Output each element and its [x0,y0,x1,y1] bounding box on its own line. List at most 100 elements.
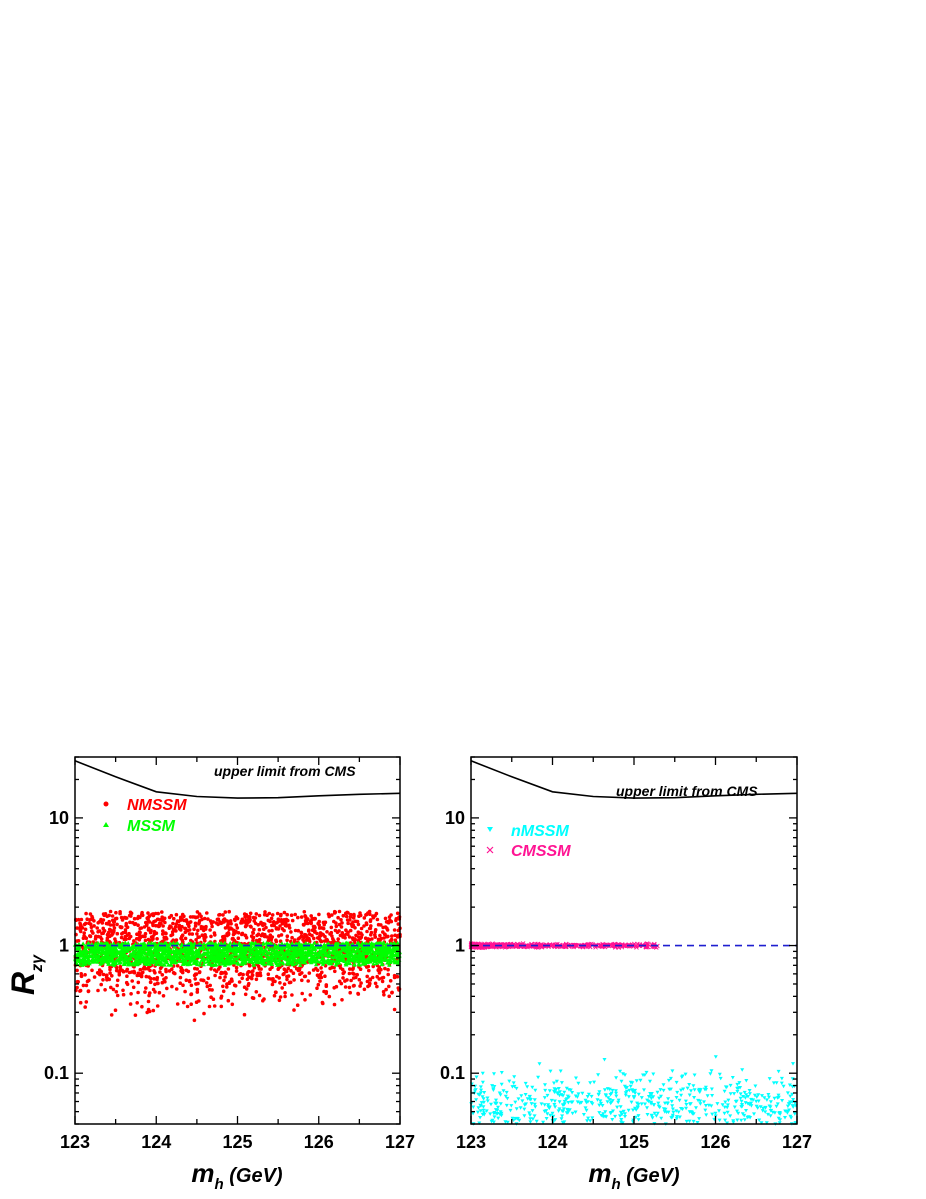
point-mssm [182,946,188,950]
point-nmssm [394,917,399,921]
point-nmssm [772,1096,777,1101]
point-nmssm [520,1099,525,1103]
left-cms-annotation: upper limit from CMS [214,763,356,779]
point-nmssm [609,1091,614,1096]
point-nmssm [115,978,120,983]
point-nmssm [278,924,282,928]
point-nmssm [233,918,237,923]
point-nmssm [742,1113,747,1118]
point-nmssm [212,1004,217,1008]
point-nmssm [109,985,113,990]
point-mssm [191,957,196,962]
point-nmssm [110,974,114,978]
point-nmssm [252,927,256,932]
point-nmssm [778,1118,783,1122]
point-nmssm [539,1102,544,1106]
point-nmssm [738,1092,743,1096]
point-nmssm [180,968,185,973]
point-nmssm [616,1100,621,1105]
point-nmssm [186,969,191,974]
point-nmssm [250,973,255,978]
point-mssm [372,953,378,957]
point-nmssm [83,927,88,932]
point-nmssm [680,1074,685,1078]
point-nmssm [245,923,249,927]
point-nmssm [479,1088,484,1093]
point-nmssm [118,910,122,914]
point-nmssm [695,1121,700,1125]
point-nmssm [566,1101,571,1105]
point-nmssm [235,926,240,930]
point-nmssm [269,916,274,921]
point-nmssm [364,922,369,927]
point-nmssm [171,921,175,926]
point-nmssm [649,1102,654,1106]
point-nmssm [471,1105,476,1109]
point-mssm [127,955,132,960]
point-mssm [207,958,212,963]
point-nmssm [766,1093,771,1097]
point-nmssm [96,988,100,993]
point-mssm [253,958,258,963]
point-nmssm [348,915,353,919]
point-nmssm [227,927,231,932]
point-nmssm [170,932,175,937]
point-nmssm [494,1098,498,1103]
point-mssm [351,958,357,963]
point-mssm [392,946,397,951]
point-nmssm [776,1095,781,1100]
point-mssm [286,943,291,947]
point-nmssm [299,915,304,919]
point-nmssm [710,1094,715,1098]
point-nmssm [195,987,200,992]
point-nmssm [219,1004,224,1009]
point-nmssm [170,967,174,971]
point-nmssm [626,1095,631,1099]
point-nmssm [79,974,84,979]
point-nmssm [396,922,401,926]
point-nmssm [586,1092,591,1097]
point-nmssm [691,1084,696,1088]
point-nmssm [363,936,368,940]
point-nmssm [534,1119,539,1124]
point-nmssm [665,1101,670,1105]
point-nmssm [303,998,307,1002]
y-tick-label: 1 [59,936,69,956]
point-nmssm [265,935,270,939]
point-nmssm [143,990,147,994]
point-nmssm [562,1099,567,1104]
point-mssm [133,941,138,946]
point-nmssm [643,1102,647,1106]
point-nmssm [614,1076,619,1080]
point-nmssm [373,930,378,934]
point-nmssm [654,1114,659,1118]
point-nmssm [383,916,388,921]
point-nmssm [305,935,309,939]
point-mssm [331,951,337,956]
point-nmssm [512,1084,517,1089]
point-nmssm [174,938,179,942]
point-nmssm [145,1010,149,1015]
point-mssm [268,959,274,964]
point-nmssm [211,997,216,1001]
point-nmssm [378,933,382,938]
point-nmssm [630,1081,635,1085]
point-nmssm [548,1113,553,1118]
point-mssm [247,952,253,956]
point-nmssm [254,912,259,916]
point-nmssm [634,1079,639,1083]
point-nmssm [530,1085,535,1090]
point-nmssm [543,1083,547,1087]
point-mssm [241,956,246,961]
point-nmssm [197,970,202,974]
point-mssm [352,954,357,959]
point-nmssm [735,1082,740,1087]
point-nmssm [756,1093,761,1097]
point-nmssm [312,936,316,941]
point-mssm [222,960,227,965]
point-mssm [136,951,141,956]
point-nmssm [764,1121,769,1125]
point-nmssm [111,923,116,927]
point-nmssm [476,1106,481,1110]
